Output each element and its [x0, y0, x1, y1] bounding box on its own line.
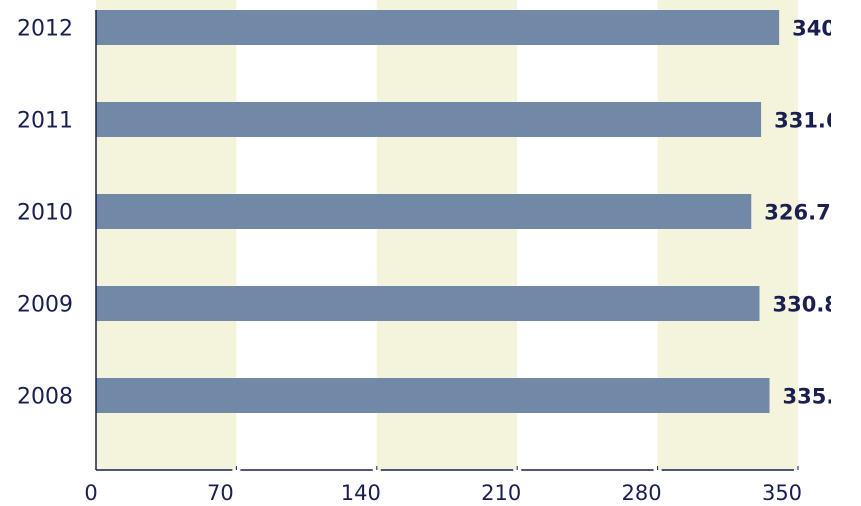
value-label: 326.7	[764, 201, 830, 225]
bar	[96, 286, 760, 321]
y-tick-label: 2012	[17, 17, 73, 42]
y-tick-label: 2008	[17, 385, 73, 410]
x-tick-label: 350	[762, 481, 802, 505]
y-tick-label: 2010	[17, 201, 73, 226]
bar	[96, 10, 780, 45]
x-tick-label: 210	[481, 481, 521, 505]
x-tick-label: 280	[622, 481, 662, 505]
bar	[96, 378, 770, 413]
plot: 340.6 331.6 326.7 330.8 335.8	[96, 10, 858, 413]
y-tick-label: 2011	[17, 109, 73, 134]
value-label: 331.6	[774, 109, 840, 133]
value-label: 330.8	[772, 293, 838, 317]
bar	[96, 194, 752, 229]
bar	[96, 102, 762, 137]
x-tick-label: 70	[207, 481, 234, 505]
x-tick-label: 0	[84, 481, 97, 505]
x-tick-label: 140	[341, 481, 381, 505]
value-label: 340.6	[792, 17, 858, 41]
value-label: 335.8	[783, 385, 849, 409]
y-tick-label: 2009	[17, 293, 73, 318]
